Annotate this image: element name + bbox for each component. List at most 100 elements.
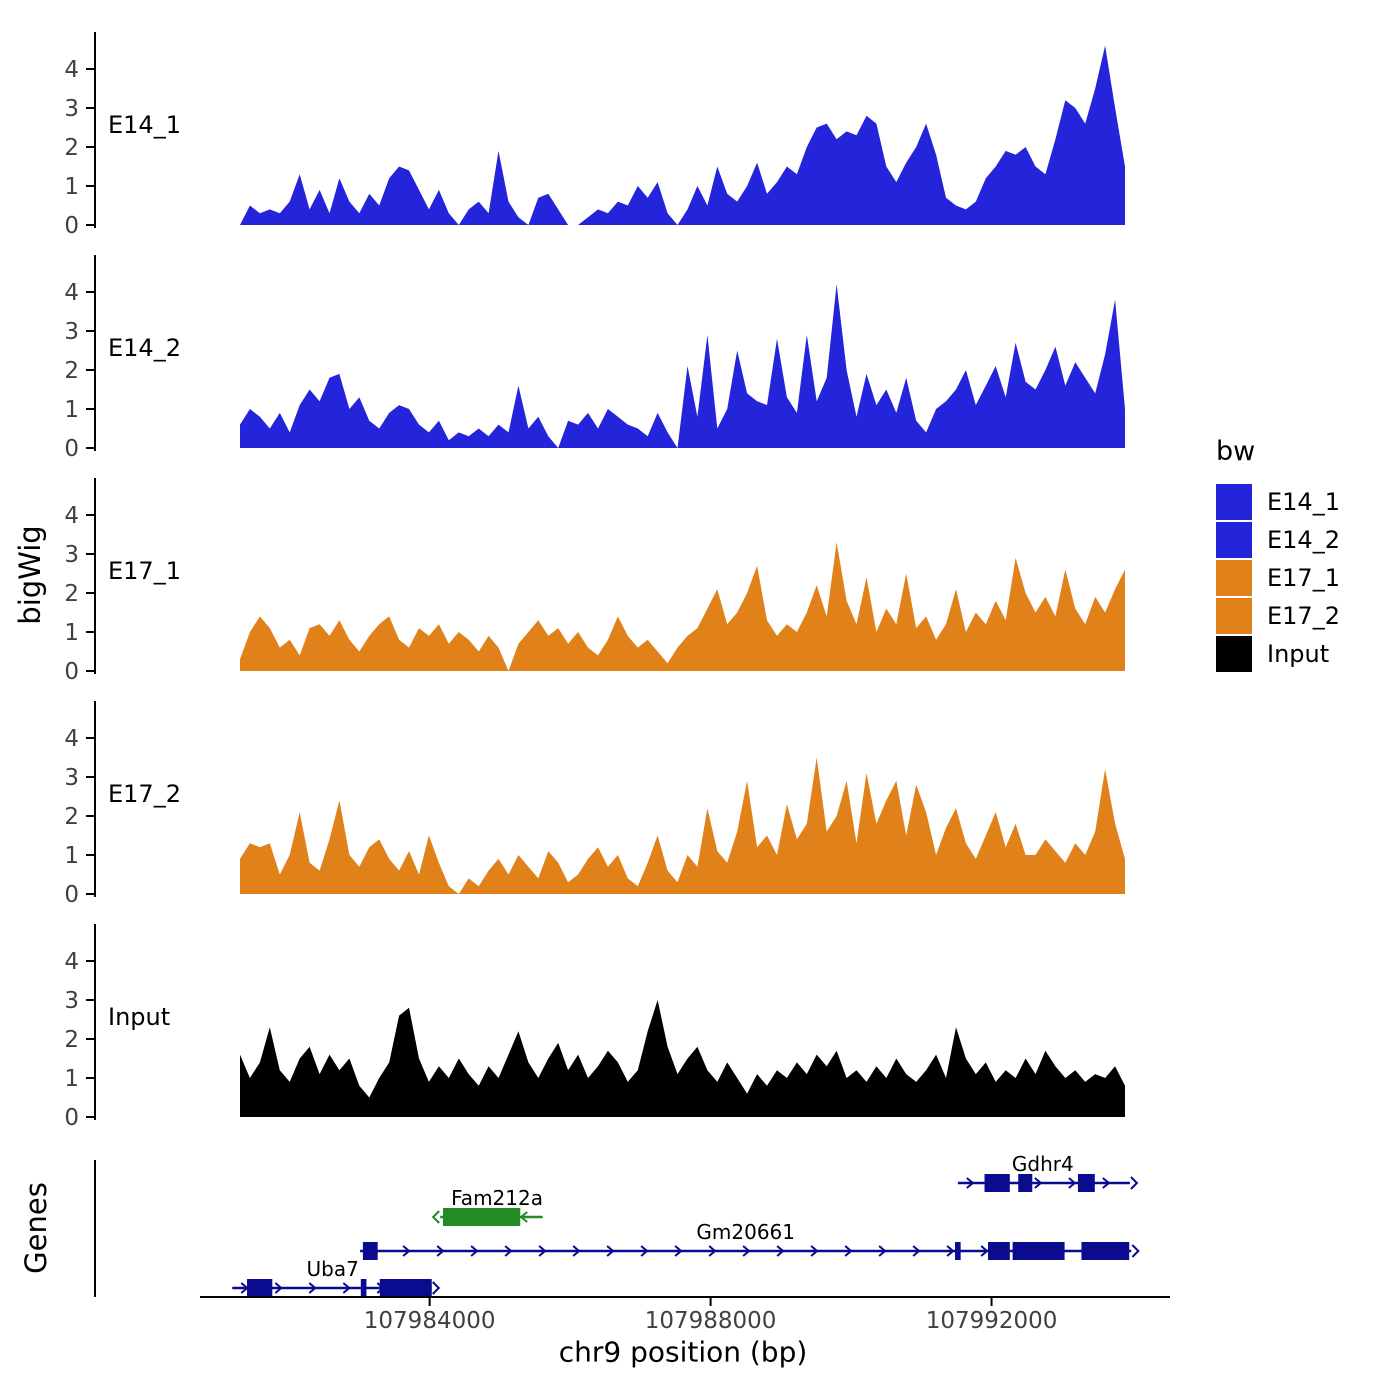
track-label-e14-1: E14_1 (108, 111, 181, 139)
gene-strand-arrow-icon (878, 1245, 887, 1257)
gene-exon-Fam212a (442, 1208, 521, 1226)
gene-strand-arrow-icon (402, 1245, 411, 1257)
gene-strand-arrow-icon (436, 1245, 445, 1257)
legend-item-label: E17_2 (1267, 602, 1340, 630)
x-tick-label: 107992000 (926, 1308, 1058, 1334)
legend-swatch-e17-2 (1216, 598, 1252, 634)
y-tick-label: 0 (64, 659, 79, 685)
gene-strand-arrow-icon (966, 1177, 975, 1189)
y-tick-label: 2 (64, 1027, 79, 1053)
legend-swatch-input (1216, 636, 1252, 672)
x-tick-label: 107984000 (364, 1308, 496, 1334)
gene-strand-arrow-icon (308, 1282, 317, 1294)
gene-strand-arrow-icon (912, 1245, 921, 1257)
gene-exon-Gm20661 (955, 1242, 961, 1260)
track-label-e14-2: E14_2 (108, 334, 181, 362)
gene-strand-arrow-icon (810, 1245, 819, 1257)
legend: bw E14_1 E14_2 E17_1 E17_2 Input (1216, 436, 1386, 673)
legend-item: Input (1216, 635, 1386, 673)
gene-exon-Gm20661 (362, 1242, 378, 1260)
gene-strand-arrow-icon (946, 1245, 955, 1257)
gene-strand-arrow-icon (572, 1245, 581, 1257)
y-tick-label: 2 (64, 804, 79, 830)
y-tick-label: 2 (64, 581, 79, 607)
gene-label-Fam212a: Fam212a (451, 1186, 543, 1210)
gene-strand-arrow-icon (776, 1245, 785, 1257)
gene-strand-arrow-icon (470, 1245, 479, 1257)
gene-strand-arrow-icon (519, 1211, 528, 1223)
y-tick-label: 1 (64, 1066, 79, 1092)
y-tick-label: 1 (64, 620, 79, 646)
gene-exon-Gdhr4 (984, 1174, 1010, 1192)
genes-axis-title: Genes (19, 1182, 53, 1274)
legend-swatch-e14-2 (1216, 522, 1252, 558)
gene-exon-Gdhr4 (1018, 1174, 1033, 1192)
legend-item: E14_1 (1216, 483, 1386, 521)
x-tick-label: 107988000 (645, 1308, 777, 1334)
x-axis-title: chr9 position (bp) (558, 1335, 808, 1369)
y-tick-label: 4 (64, 949, 79, 975)
gene-strand-arrow-icon (538, 1245, 547, 1257)
gene-strand-arrow-icon (674, 1245, 683, 1257)
coverage-area-E14_1 (240, 45, 1125, 225)
gene-strand-arrow-icon (606, 1245, 615, 1257)
legend-item: E17_1 (1216, 559, 1386, 597)
gene-exon-Gdhr4 (1077, 1174, 1095, 1192)
y-tick-label: 3 (64, 988, 79, 1014)
gene-label-Uba7: Uba7 (307, 1257, 359, 1281)
y-tick-label: 3 (64, 96, 79, 122)
legend-item-label: Input (1267, 640, 1330, 668)
gene-end-arrow-icon (1130, 1176, 1139, 1190)
gene-strand-arrow-icon (844, 1245, 853, 1257)
y-tick-label: 1 (64, 174, 79, 200)
gene-strand-arrow-icon (504, 1245, 513, 1257)
coverage-area-E17_2 (240, 757, 1125, 894)
gene-exon-Uba7 (360, 1279, 367, 1297)
gene-exon-Gm20661 (988, 1242, 1010, 1260)
coverage-area-E14_2 (240, 284, 1125, 448)
gene-exon-Uba7 (379, 1279, 432, 1297)
y-tick-label: 3 (64, 765, 79, 791)
gene-end-arrow-icon (1131, 1244, 1140, 1258)
gene-exon-Gm20661 (1081, 1242, 1130, 1260)
y-tick-label: 4 (64, 726, 79, 752)
gene-label-Gdhr4: Gdhr4 (1012, 1152, 1074, 1176)
y-tick-label: 0 (64, 882, 79, 908)
y-tick-label: 0 (64, 213, 79, 239)
y-tick-label: 1 (64, 397, 79, 423)
gene-strand-arrow-icon (640, 1245, 649, 1257)
gene-strand-arrow-icon (980, 1245, 989, 1257)
gene-strand-arrow-icon (742, 1245, 751, 1257)
track-label-input: Input (108, 1003, 171, 1031)
gene-exon-Uba7 (247, 1279, 273, 1297)
legend-item: E17_2 (1216, 597, 1386, 635)
legend-item-label: E14_2 (1267, 526, 1340, 554)
legend-item: E14_2 (1216, 521, 1386, 559)
track-label-e17-1: E17_1 (108, 557, 181, 585)
track-label-e17-2: E17_2 (108, 780, 181, 808)
gene-exon-Gm20661 (1012, 1242, 1065, 1260)
y-tick-label: 4 (64, 503, 79, 529)
coverage-area-Input (240, 1000, 1125, 1117)
y-axis-title: bigWig (13, 525, 47, 625)
legend-title: bw (1216, 436, 1256, 467)
legend-item-label: E17_1 (1267, 564, 1340, 592)
y-tick-label: 0 (64, 436, 79, 462)
y-tick-label: 2 (64, 358, 79, 384)
gene-strand-arrow-icon (342, 1282, 351, 1294)
gene-label-Gm20661: Gm20661 (696, 1220, 795, 1244)
y-tick-label: 3 (64, 319, 79, 345)
gene-end-arrow-icon (432, 1281, 441, 1295)
gene-strand-arrow-icon (274, 1282, 283, 1294)
gene-strand-arrow-icon (1068, 1177, 1077, 1189)
gene-end-arrow-icon (431, 1210, 440, 1224)
y-tick-label: 4 (64, 280, 79, 306)
y-tick-label: 3 (64, 542, 79, 568)
y-tick-label: 4 (64, 57, 79, 83)
coverage-area-E17_1 (240, 542, 1125, 671)
legend-swatch-e17-1 (1216, 560, 1252, 596)
y-tick-label: 2 (64, 135, 79, 161)
gene-strand-arrow-icon (1034, 1177, 1043, 1189)
